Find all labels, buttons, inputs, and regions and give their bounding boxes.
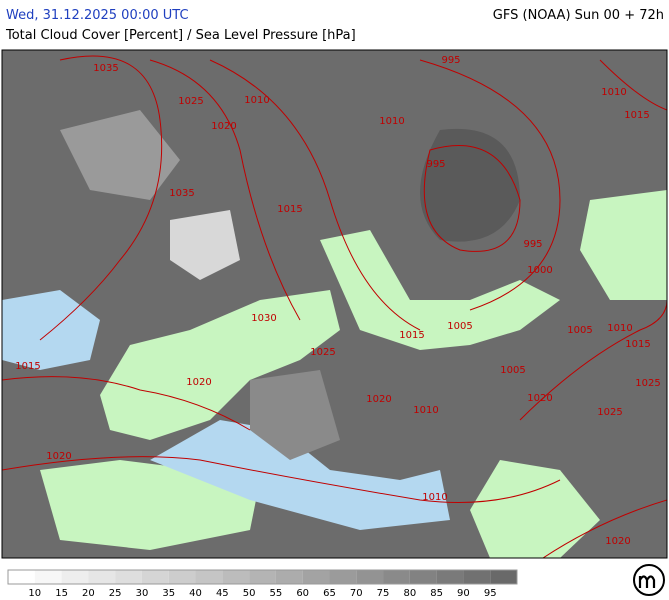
land-clear bbox=[320, 230, 560, 350]
isobar-label: 1015 bbox=[624, 110, 649, 121]
isobar-label: 1010 bbox=[379, 116, 404, 127]
colorbar-label: 10 bbox=[28, 588, 41, 599]
isobar-label: 1010 bbox=[244, 95, 269, 106]
isobar-label: 1010 bbox=[601, 87, 626, 98]
colorbar-label: 25 bbox=[109, 588, 122, 599]
isobar-label: 1000 bbox=[527, 265, 552, 276]
isobar-label: 1025 bbox=[635, 378, 660, 389]
isobar-label: 1005 bbox=[567, 325, 592, 336]
isobar-label: 1020 bbox=[186, 377, 211, 388]
isobar-label: 1025 bbox=[597, 407, 622, 418]
colorbar-label: 55 bbox=[270, 588, 283, 599]
colorbar-label: 80 bbox=[403, 588, 416, 599]
cloud-patch bbox=[250, 370, 340, 460]
colorbar-cell bbox=[222, 570, 250, 584]
isobar bbox=[419, 59, 561, 311]
isobar-label: 995 bbox=[441, 55, 460, 66]
colorbar-cell bbox=[356, 570, 384, 584]
logo bbox=[633, 564, 665, 596]
colorbar-cell bbox=[195, 570, 223, 584]
colorbar-label: 60 bbox=[296, 588, 309, 599]
isobar-label: 1035 bbox=[93, 63, 118, 74]
cloud-patch bbox=[170, 210, 240, 280]
colorbar-label: 90 bbox=[457, 588, 470, 599]
map-frame bbox=[1, 49, 668, 559]
colorbar-frame bbox=[7, 569, 518, 585]
isobar-label: 1025 bbox=[310, 347, 335, 358]
colorbar-cell bbox=[34, 570, 62, 584]
cloud-patch bbox=[60, 110, 180, 200]
colorbar-cell bbox=[409, 570, 437, 584]
colorbar-label: 30 bbox=[136, 588, 149, 599]
colorbar-cell bbox=[302, 570, 330, 584]
isobar bbox=[39, 55, 163, 341]
colorbar-cell bbox=[168, 570, 196, 584]
land-clear bbox=[470, 460, 600, 558]
land-clear bbox=[40, 460, 260, 550]
colorbar: 10 15 20 25 30 35 40 45 50 55 60 65 70 75 80 85 90 95 bbox=[7, 569, 518, 599]
header-subtitle: Total Cloud Cover [Percent] / Sea Level … bbox=[5, 28, 356, 43]
colorbar-label: 85 bbox=[430, 588, 443, 599]
colorbar-cell bbox=[141, 570, 169, 584]
isobar-label: 1015 bbox=[625, 339, 650, 350]
isobar-label: 1020 bbox=[605, 536, 630, 547]
isobar bbox=[209, 59, 421, 331]
colorbar-cell bbox=[115, 570, 142, 584]
isobar bbox=[423, 145, 521, 252]
isobar bbox=[599, 59, 667, 111]
colorbar-label: 35 bbox=[162, 588, 175, 599]
colorbar-label: 20 bbox=[82, 588, 95, 599]
colorbar-label: 45 bbox=[216, 588, 229, 599]
isobar bbox=[519, 299, 667, 421]
header-model: GFS (NOAA) Sun 00 + 72h bbox=[493, 8, 664, 23]
isobar bbox=[2, 376, 251, 431]
isobar-label: 1010 bbox=[607, 323, 632, 334]
isobar-label: 1035 bbox=[169, 188, 194, 199]
colorbar-label: 40 bbox=[189, 588, 202, 599]
colorbar-label: 15 bbox=[55, 588, 68, 599]
map: 1035 1025 1010 1020 1035 995 1010 995 1015 995 100… bbox=[1, 49, 668, 559]
isobar-label: 1010 bbox=[422, 492, 447, 503]
header-date: Wed, 31.12.2025 00:00 UTC bbox=[6, 8, 189, 23]
isobar-label: 995 bbox=[523, 239, 542, 250]
isobar bbox=[2, 456, 561, 503]
colorbar-cell bbox=[88, 570, 116, 584]
land-clear bbox=[580, 190, 667, 300]
isobar-label: 1020 bbox=[211, 121, 236, 132]
colorbar-label: 70 bbox=[350, 588, 363, 599]
colorbar-cell bbox=[8, 570, 35, 584]
isobar-label: 1030 bbox=[251, 313, 276, 324]
isobar-label: 1020 bbox=[366, 394, 391, 405]
colorbar-label: 95 bbox=[484, 588, 497, 599]
isobar-label: 1020 bbox=[527, 393, 552, 404]
colorbar-cell bbox=[329, 570, 357, 584]
isobar-label: 1005 bbox=[500, 365, 525, 376]
colorbar-label: 75 bbox=[377, 588, 390, 599]
isobar-label: 1015 bbox=[399, 330, 424, 341]
isobar bbox=[149, 59, 301, 321]
sea bbox=[150, 420, 450, 530]
colorbar-label: 50 bbox=[243, 588, 256, 599]
isobar-labels: 1035 1025 1010 1020 1035 995 1010 995 1015 995 100… bbox=[15, 55, 660, 547]
isobar-label: 995 bbox=[426, 159, 445, 170]
colorbar-cell bbox=[383, 570, 410, 584]
sea bbox=[2, 290, 100, 370]
colorbar-label: 65 bbox=[323, 588, 336, 599]
isobar-label: 1005 bbox=[447, 321, 472, 332]
colorbar-cell bbox=[463, 570, 491, 584]
land-clear bbox=[100, 290, 340, 440]
isobar-label: 1025 bbox=[178, 96, 203, 107]
colorbar-cell bbox=[490, 570, 517, 584]
colorbar-cell bbox=[436, 570, 464, 584]
isobar-label: 1010 bbox=[413, 405, 438, 416]
isobar bbox=[542, 499, 667, 558]
colorbar-cell bbox=[61, 570, 89, 584]
isobar-label: 1015 bbox=[15, 361, 40, 372]
isobar-label: 1020 bbox=[46, 451, 71, 462]
colorbar-cell bbox=[275, 570, 303, 584]
colorbar-cell bbox=[249, 570, 276, 584]
isobar-label: 1015 bbox=[277, 204, 302, 215]
